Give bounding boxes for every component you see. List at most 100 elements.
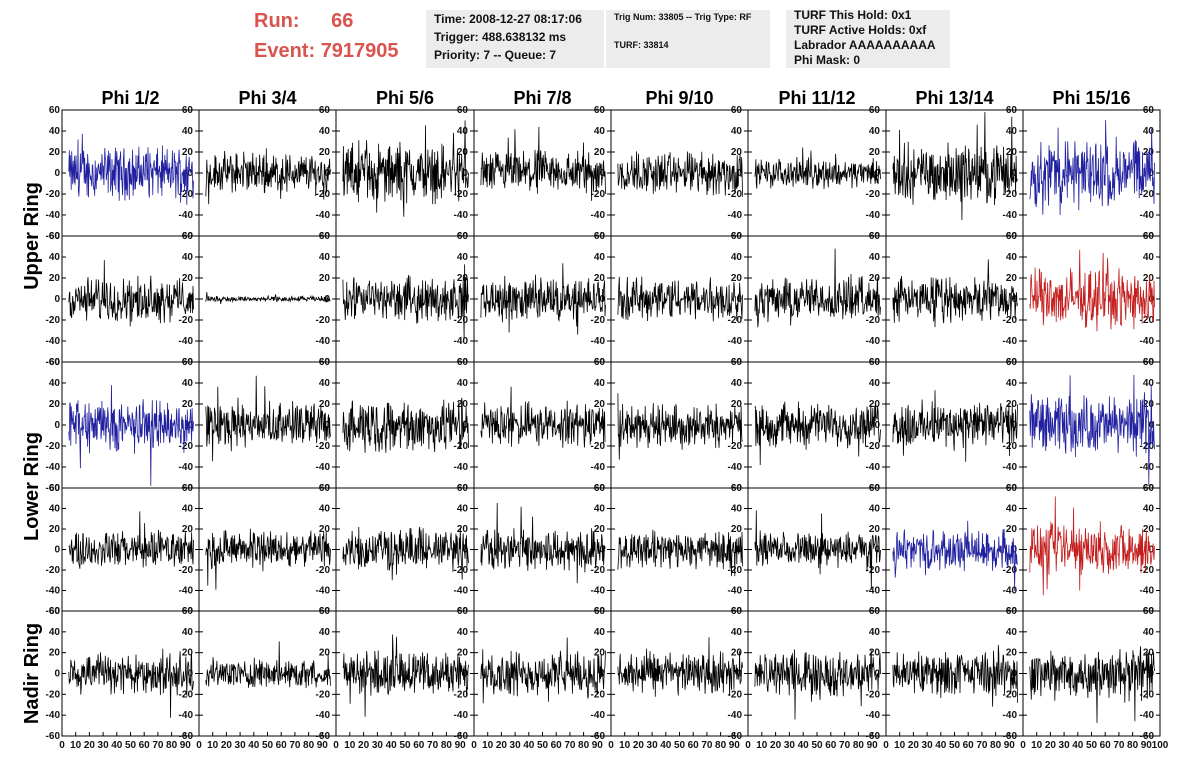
y-tick-label: 40 — [869, 378, 881, 389]
y-tick-label: 60 — [869, 231, 881, 242]
row-label: Upper Ring — [21, 182, 43, 290]
y-tick-label: -20 — [454, 689, 469, 700]
y-tick-label: 20 — [319, 399, 331, 410]
y-tick-label: 40 — [731, 504, 743, 515]
waveform-trace — [342, 120, 469, 217]
x-tick-label: 30 — [647, 740, 659, 751]
event-value: 7917905 — [320, 40, 399, 62]
x-tick-label: 70 — [564, 740, 576, 751]
y-tick-label: 60 — [731, 483, 743, 494]
waveform-trace — [68, 260, 194, 327]
y-tick-label: 0 — [187, 168, 193, 179]
y-tick-label: 20 — [869, 273, 881, 284]
y-tick-label: -40 — [728, 462, 743, 473]
y-tick-label: -60 — [46, 731, 61, 742]
x-tick-label: 30 — [98, 740, 110, 751]
waveform-trace — [617, 276, 743, 322]
y-tick-label: -40 — [1140, 586, 1155, 597]
y-tick-label: 0 — [187, 420, 193, 431]
y-tick-label: 60 — [49, 483, 61, 494]
y-tick-label: -40 — [591, 210, 606, 221]
x-tick-label: 80 — [578, 740, 590, 751]
x-tick-label: 20 — [633, 740, 645, 751]
waveform-trace — [205, 641, 331, 689]
x-tick-label: 70 — [839, 740, 851, 751]
x-tick-label: 60 — [963, 740, 975, 751]
y-tick-label: -40 — [179, 210, 194, 221]
waveform-trace — [480, 502, 606, 584]
waveform-grid: Phi 1/2 Phi 3/4 Phi 5/6 Phi 7/8 Phi 9/10 Phi … — [21, 88, 1169, 751]
waveform-trace — [342, 634, 469, 717]
y-tick-label: -20 — [591, 189, 606, 200]
y-tick-label: 60 — [1006, 483, 1018, 494]
x-tick-label: 90 — [592, 740, 604, 751]
y-tick-label: 60 — [1143, 483, 1155, 494]
x-tick-label: 60 — [276, 740, 288, 751]
x-tick-label: 40 — [935, 740, 947, 751]
y-tick-label: -40 — [866, 462, 881, 473]
y-tick-label: 20 — [319, 524, 331, 535]
y-tick-label: -20 — [591, 565, 606, 576]
y-tick-label: 40 — [869, 627, 881, 638]
y-tick-label: -20 — [728, 315, 743, 326]
waveform-trace — [480, 263, 606, 335]
x-tick-label: 20 — [908, 740, 920, 751]
waveform-trace — [480, 637, 606, 704]
time-info-box: Time: 2008-12-27 08:17:06 Trigger: 488.6… — [426, 10, 604, 68]
y-tick-label: -40 — [316, 710, 331, 721]
x-tick-label: 30 — [1059, 740, 1071, 751]
y-tick-label: -40 — [728, 336, 743, 347]
y-tick-label: -20 — [454, 315, 469, 326]
y-tick-label: 60 — [1006, 105, 1018, 116]
waveform-trace — [892, 259, 1018, 328]
waveform-trace — [617, 151, 743, 197]
y-tick-label: -40 — [316, 210, 331, 221]
y-tick-label: 40 — [1006, 252, 1018, 263]
y-tick-label: 60 — [49, 105, 61, 116]
y-tick-label: 20 — [869, 399, 881, 410]
x-tick-label: 90 — [317, 740, 329, 751]
x-tick-label: 70 — [701, 740, 713, 751]
y-tick-label: -40 — [591, 336, 606, 347]
y-tick-label: 60 — [1006, 231, 1018, 242]
y-tick-label: -40 — [454, 586, 469, 597]
waveform-trace — [68, 133, 194, 205]
y-tick-label: 20 — [49, 399, 61, 410]
y-tick-label: 60 — [182, 606, 194, 617]
y-tick-label: 40 — [457, 627, 469, 638]
y-tick-label: -20 — [866, 189, 881, 200]
y-tick-label: -40 — [728, 710, 743, 721]
y-tick-label: 60 — [182, 105, 194, 116]
y-tick-label: 40 — [1143, 378, 1155, 389]
x-tick-label: 30 — [922, 740, 934, 751]
y-tick-label: -40 — [316, 462, 331, 473]
y-tick-label: -40 — [454, 710, 469, 721]
y-tick-label: 40 — [1006, 378, 1018, 389]
y-tick-label: 20 — [869, 524, 881, 535]
waveform-trace — [342, 526, 469, 581]
y-tick-label: 60 — [457, 231, 469, 242]
y-tick-label: 60 — [594, 357, 606, 368]
y-tick-label: 20 — [319, 147, 331, 158]
y-tick-label: -20 — [1003, 565, 1018, 576]
y-tick-label: -20 — [454, 565, 469, 576]
y-tick-label: 60 — [1006, 606, 1018, 617]
y-tick-label: 0 — [874, 168, 880, 179]
y-tick-label: 0 — [54, 294, 60, 305]
x-tick-label: 10 — [619, 740, 631, 751]
y-tick-label: -20 — [46, 689, 61, 700]
y-tick-label: -60 — [316, 731, 331, 742]
y-tick-label: -20 — [179, 315, 194, 326]
y-tick-label: 40 — [182, 627, 194, 638]
y-tick-label: -40 — [1003, 586, 1018, 597]
y-tick-label: -20 — [866, 441, 881, 452]
y-tick-label: 40 — [182, 252, 194, 263]
y-tick-label: -20 — [316, 315, 331, 326]
x-tick-label: 0 — [1020, 740, 1026, 751]
trigger-info-box: Trig Num: 33805 -- Trig Type: RF TURF: 3… — [606, 10, 770, 68]
y-tick-label: 60 — [457, 606, 469, 617]
y-tick-label: -40 — [1003, 210, 1018, 221]
waveform-trace — [1029, 496, 1155, 596]
y-tick-label: 20 — [731, 524, 743, 535]
y-tick-label: -20 — [1003, 689, 1018, 700]
